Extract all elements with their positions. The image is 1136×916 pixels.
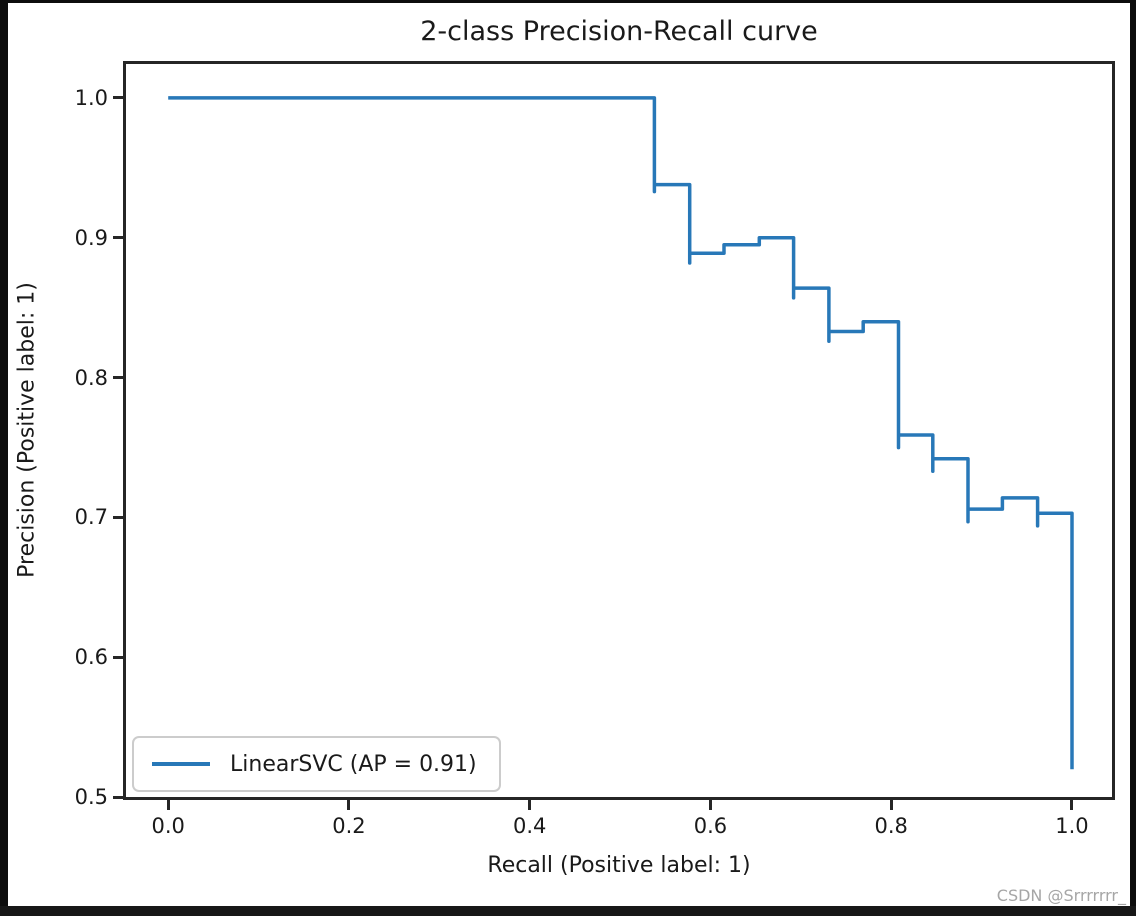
legend-line-sample [152, 762, 210, 766]
y-tick-label: 1.0 [74, 85, 108, 110]
y-axis-label: Precision (Positive label: 1) [14, 282, 40, 578]
x-tick-label: 0.2 [332, 814, 366, 838]
plot-area: 0.0 0.2 0.4 0.6 0.8 1.0 0.5 0.6 0.7 0.8 0.9 1.0 Lin… [75, 61, 1115, 838]
y-tick-mark [113, 515, 123, 519]
x-tick-mark [708, 800, 712, 810]
x-tick-mark [528, 800, 532, 810]
pr-curve-line [168, 96, 1074, 770]
frame-border-top [0, 0, 1136, 3]
frame-border-bottom [0, 906, 1136, 916]
axes-frame [123, 61, 1115, 800]
x-tick-label: 0.4 [513, 814, 547, 838]
legend-label: LinearSVC (AP = 0.91) [230, 751, 477, 777]
y-tick-mark [113, 655, 123, 659]
y-tick-mark [113, 236, 123, 240]
frame-border-right [1130, 0, 1136, 916]
x-tick-mark [347, 800, 351, 810]
y-tick-label: 0.5 [74, 785, 108, 810]
y-tick-label: 0.6 [74, 645, 108, 670]
x-tick-mark [889, 800, 893, 810]
x-tick-label: 0.6 [693, 814, 728, 838]
y-tick-label: 0.8 [74, 365, 108, 390]
chart-title: 2-class Precision-Recall curve [420, 16, 818, 47]
y-tick-mark [113, 376, 123, 380]
pr-curve-svg [123, 61, 1115, 800]
x-axis-label: Recall (Positive label: 1) [487, 853, 751, 878]
x-tick-label: 1.0 [1055, 814, 1089, 838]
y-tick-label: 0.9 [74, 225, 108, 250]
frame-border-left [0, 0, 8, 916]
watermark: CSDN @Srrrrrrr_ [996, 886, 1126, 905]
y-tick-label: 0.7 [74, 505, 108, 530]
x-tick-label: 0.8 [874, 814, 908, 838]
y-tick-mark [113, 96, 123, 100]
x-tick-mark [166, 800, 170, 810]
y-tick-mark [113, 795, 123, 799]
x-tick-mark [1070, 800, 1074, 810]
legend: LinearSVC (AP = 0.91) [132, 736, 501, 792]
x-tick-label: 0.0 [151, 814, 185, 838]
